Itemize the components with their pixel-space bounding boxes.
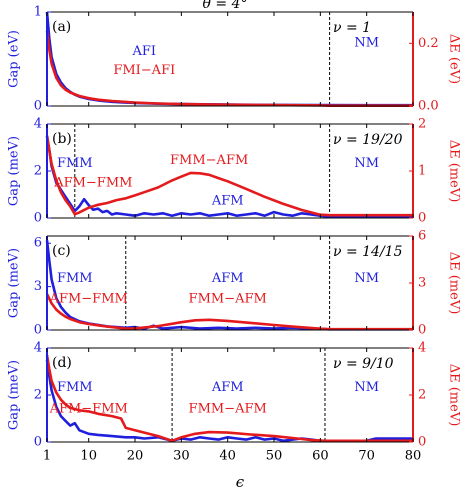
x-tick-label: 30: [173, 449, 190, 464]
phase-annotation: AFM: [211, 194, 244, 209]
phase-annotation: AFM: [211, 380, 244, 395]
y-tick-label-right: 0.0: [418, 99, 439, 114]
x-tick-label: 10: [80, 449, 97, 464]
x-tick-label: 40: [219, 449, 236, 464]
phase-annotation: AFM−FMM: [49, 402, 128, 417]
y-tick-label-right: 0.2: [418, 36, 439, 51]
panel-label: (c): [52, 243, 71, 259]
delta-e-curve: [45, 293, 413, 331]
delta-e-curve: [45, 135, 413, 217]
phase-annotation: AFM−FMM: [49, 291, 128, 306]
x-tick-label: 50: [266, 449, 283, 464]
delta-e-curve: [45, 354, 413, 443]
x-tick-label: 60: [312, 449, 329, 464]
y-tick-label-right: 0: [418, 211, 426, 226]
panel-b: 0 2 4 0 1 2 Gap (meV) ΔE (meV) (b) ν = 19/20 FMM AF…: [7, 117, 462, 226]
delta-e-curve: [45, 30, 413, 107]
y-axis-label-left: Gap (meV): [7, 136, 22, 206]
y-tick-label-left: 4: [34, 117, 42, 132]
phase-annotation: FMM−AFM: [170, 153, 248, 168]
phase-annotation: AFM: [211, 271, 244, 286]
phase-annotation: FMI−AFI: [113, 63, 175, 78]
y-axis-label-left: Gap (meV): [7, 248, 22, 318]
x-tick-label: 70: [358, 449, 375, 464]
phase-annotation: FMM: [57, 380, 93, 395]
y-tick-label-left: 2: [34, 164, 42, 179]
y-axis-label-left: Gap (eV): [7, 30, 22, 88]
y-axis-label-left: Gap (meV): [7, 360, 22, 430]
phase-annotation: FMM: [57, 271, 93, 286]
y-tick-label-right: 4: [418, 341, 426, 356]
y-axis-label-right: ΔE (meV): [447, 140, 462, 203]
y-tick-label-left: 6: [34, 236, 42, 251]
y-tick-label-right: 2: [418, 117, 426, 132]
y-axis-label-right: ΔE (meV): [447, 252, 462, 315]
x-axis-label: ϵ: [236, 473, 245, 491]
phase-annotation: FMM−AFM: [189, 291, 267, 306]
y-tick-label-left: 3: [34, 279, 42, 294]
y-tick-label-right: 2: [418, 388, 426, 403]
y-axis-label-right: ΔE (meV): [447, 364, 462, 427]
phase-annotation: AFM−FMM: [53, 176, 132, 191]
panel-label: (b): [52, 131, 72, 147]
phase-annotation: AFI: [132, 44, 157, 59]
panel-label: (d): [52, 355, 72, 371]
y-tick-label-right: 0: [418, 323, 426, 338]
x-tick-label: 20: [127, 449, 144, 464]
filling-label: ν = 9/10: [333, 356, 394, 372]
phase-annotation: NM: [354, 380, 379, 395]
filling-label: ν = 19/20: [333, 132, 403, 148]
x-tick-label: 1: [43, 449, 51, 464]
phase-annotation: NM: [354, 271, 379, 286]
panel-label: (a): [52, 19, 71, 35]
phase-annotation: FMM: [57, 156, 93, 171]
y-tick-label-left: 1: [34, 5, 42, 20]
y-tick-label-left: 2: [34, 388, 42, 403]
y-axis-label-right: ΔE (eV): [447, 34, 462, 84]
phase-annotation: NM: [354, 36, 379, 51]
phase-annotation: NM: [354, 156, 379, 171]
phase-annotation: FMM−AFM: [189, 402, 267, 417]
filling-label: ν = 14/15: [333, 244, 403, 260]
panel-c: 0 3 6 0 3 6 Gap (meV) ΔE (meV) (c) ν = 14/15 FMM AF…: [7, 229, 462, 338]
x-tick-label: 80: [405, 449, 422, 464]
figure-title: θ = 4°: [203, 0, 248, 12]
y-tick-label-right: 6: [418, 229, 426, 244]
y-tick-label-left: 0: [34, 211, 42, 226]
y-tick-label-left: 0: [34, 323, 42, 338]
filling-label: ν = 1: [333, 20, 371, 36]
y-tick-label-left: 0: [34, 435, 42, 450]
gap-curve: [45, 135, 413, 219]
panel-a: 0 1 0.0 0.2 Gap (eV) ΔE (eV) (a) ν = 1 AFI FMI−AF…: [7, 5, 462, 114]
y-tick-label-right: 3: [418, 276, 426, 291]
y-tick-label-right: 0: [418, 435, 426, 450]
y-tick-label-left: 0: [34, 99, 42, 114]
y-tick-label-left: 4: [34, 341, 42, 356]
y-tick-label-right: 1: [418, 164, 426, 179]
